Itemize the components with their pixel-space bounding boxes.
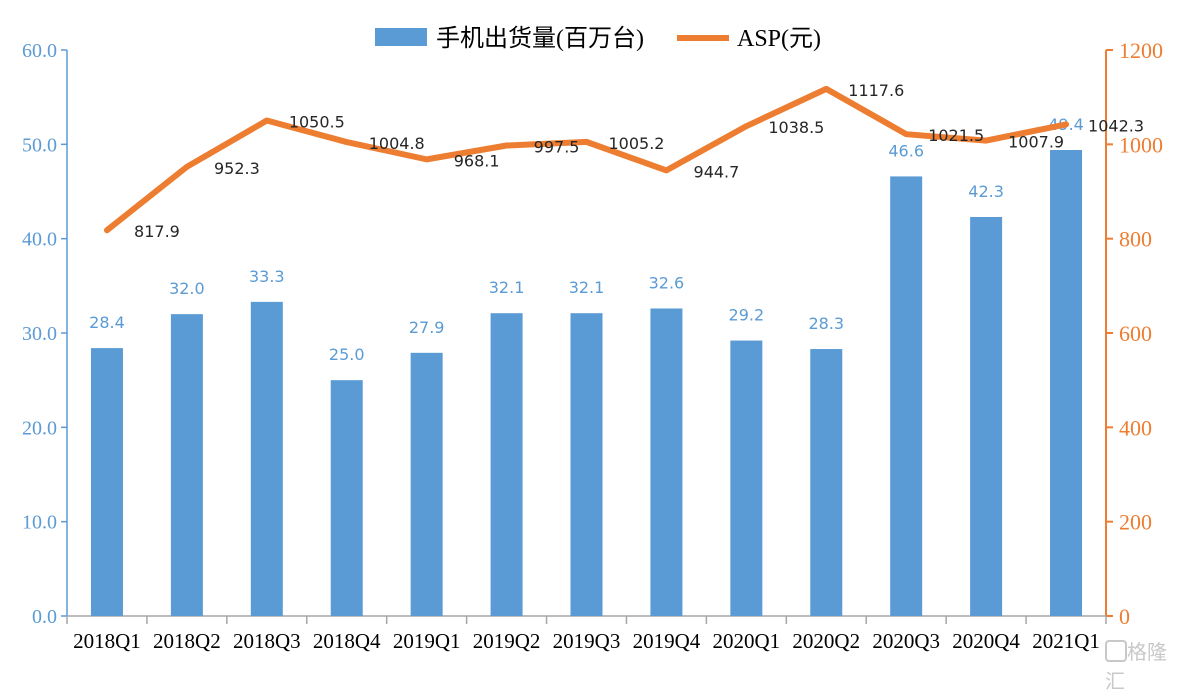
left-tick-label: 40.0 [22,229,57,251]
line-data-label: 1042.3 [1088,116,1144,135]
bar [1050,150,1082,616]
x-tick-label: 2018Q1 [73,629,141,653]
x-tick-label: 2018Q2 [153,629,221,653]
bar [571,313,603,616]
line-data-label: 968.1 [454,151,500,170]
bar [171,314,203,616]
line-data-label: 1004.8 [369,134,425,153]
x-tick-label: 2019Q3 [553,629,621,653]
line-data-label: 1021.5 [928,126,984,145]
bar [491,313,523,616]
legend-bar-swatch [375,28,427,46]
x-tick-label: 2020Q1 [713,629,781,653]
bar-data-label: 32.1 [489,278,525,297]
x-tick-label: 2019Q4 [633,629,701,653]
right-tick-label: 0 [1119,604,1130,629]
line-data-label: 1038.5 [768,118,824,137]
bar-data-label: 46.6 [888,141,924,160]
line-data-label: 944.7 [694,162,740,181]
bar-data-label: 32.0 [169,279,205,298]
line-data-label: 1050.5 [289,113,345,132]
right-tick-label: 200 [1119,510,1152,535]
line-data-label: 952.3 [214,159,260,178]
bar [411,353,443,616]
bar [251,302,283,616]
watermark: 格隆汇 [1105,636,1179,694]
right-tick-label: 1000 [1119,132,1163,157]
x-tick-label: 2020Q3 [872,629,940,653]
bar [650,308,682,616]
bar [970,217,1002,616]
line-data-label: 817.9 [134,222,180,241]
watermark-logo-icon [1105,640,1127,662]
line-data-label: 1005.2 [609,134,665,153]
x-tick-label: 2018Q3 [233,629,301,653]
left-tick-label: 20.0 [22,417,57,439]
x-tick-label: 2019Q2 [473,629,541,653]
bar-data-label: 29.2 [729,306,765,325]
bar [91,348,123,616]
x-tick-label: 2019Q1 [393,629,461,653]
right-tick-label: 800 [1119,227,1152,252]
bar-data-label: 28.4 [89,313,125,332]
bar [890,176,922,616]
bar-data-label: 25.0 [329,345,365,364]
line-data-label: 1117.6 [848,81,904,100]
legend-line-label: ASP(元) [737,26,821,52]
x-tick-label: 2018Q4 [313,629,381,653]
left-tick-label: 0.0 [32,606,57,628]
chart: 0.0 10.0 20.0 30.0 40.0 50.0 60.0 0 200 400 600 800… [0,0,1179,669]
bar-data-label: 33.3 [249,267,285,286]
bar [730,341,762,616]
right-tick-label: 1200 [1119,38,1163,63]
left-tick-label: 60.0 [22,40,57,62]
bar-data-label: 32.6 [649,273,685,292]
x-tick-label: 2020Q4 [952,629,1020,653]
line-data-label: 997.5 [534,138,580,157]
x-tick-label: 2020Q2 [792,629,860,653]
legend-bar-label: 手机出货量(百万台) [436,25,644,52]
x-tick-label: 2021Q1 [1032,629,1100,653]
bar-data-label: 32.1 [569,278,605,297]
right-tick-label: 600 [1119,321,1152,346]
right-tick-label: 400 [1119,415,1152,440]
left-tick-label: 10.0 [22,512,57,534]
bar-data-label: 42.3 [968,182,1004,201]
left-tick-label: 50.0 [22,134,57,156]
line-data-label: 1007.9 [1008,133,1064,152]
bar-data-label: 28.3 [808,314,844,333]
bar [810,349,842,616]
bar-data-label: 27.9 [409,318,445,337]
left-tick-label: 30.0 [22,323,57,345]
bar [331,380,363,616]
